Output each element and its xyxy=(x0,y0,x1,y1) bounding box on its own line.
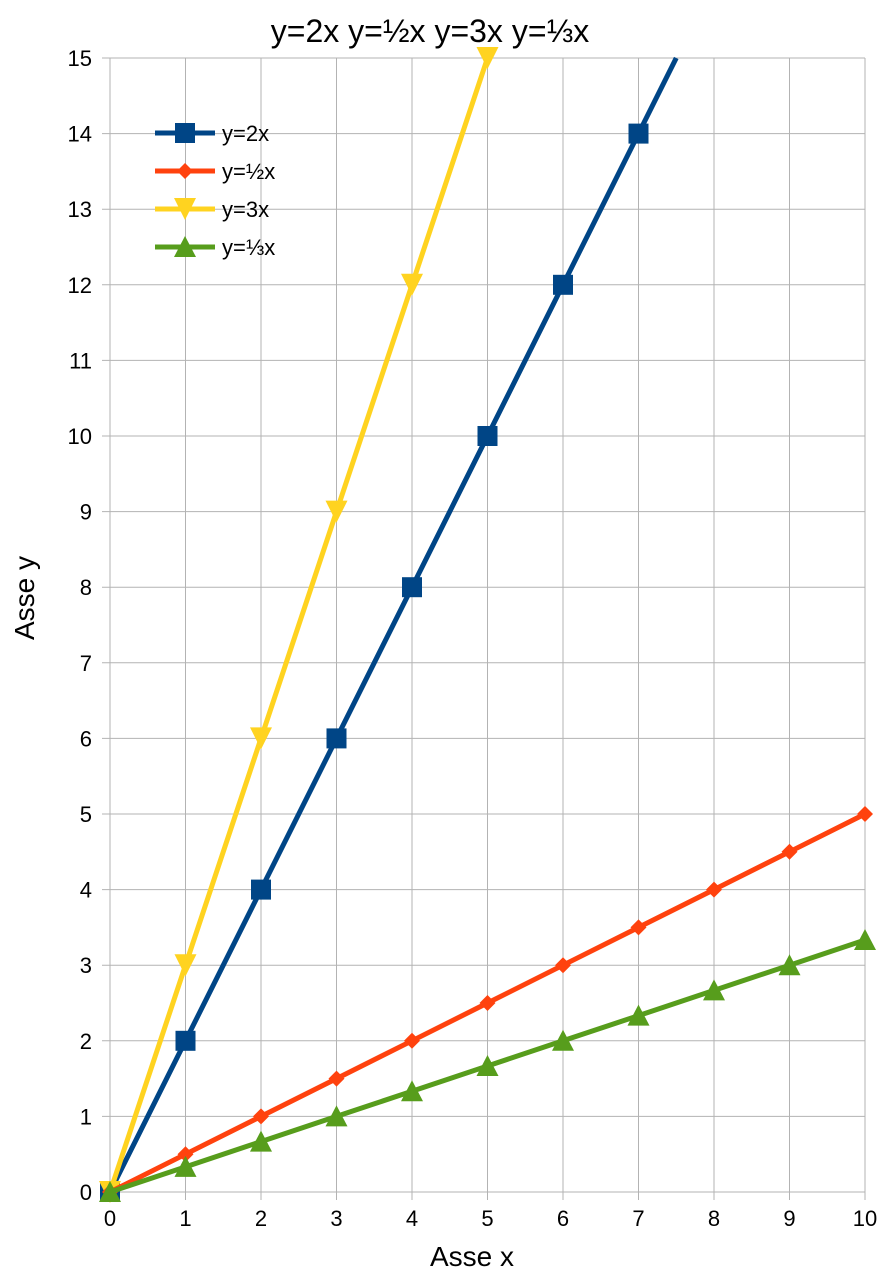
data-point xyxy=(326,728,347,749)
y-tick-label: 0 xyxy=(80,1180,92,1205)
data-point xyxy=(253,1108,269,1125)
x-tick-label: 1 xyxy=(179,1206,191,1231)
series-line xyxy=(107,56,679,1194)
data-point xyxy=(251,879,271,900)
legend-marker xyxy=(174,236,196,257)
legend: y=2x y=½x y=3x y=⅓x xyxy=(155,121,275,260)
data-point xyxy=(552,1029,574,1051)
x-tick-label: 2 xyxy=(255,1206,267,1231)
data-point xyxy=(250,1130,272,1152)
x-tick-label: 4 xyxy=(406,1206,418,1231)
data-point xyxy=(555,957,571,974)
y-axis-title: Asse y xyxy=(9,556,40,640)
data-point xyxy=(328,1070,345,1087)
data-point xyxy=(778,954,801,976)
legend-label: y=½x xyxy=(222,159,275,184)
data-point xyxy=(174,954,197,977)
y-tick-label: 12 xyxy=(68,273,92,298)
data-point xyxy=(703,979,725,1001)
legend-marker xyxy=(175,123,195,143)
data-point xyxy=(479,995,496,1011)
data-point xyxy=(175,1030,196,1051)
data-point xyxy=(99,1181,121,1202)
y-tick-label: 15 xyxy=(68,46,92,71)
data-point xyxy=(628,123,649,144)
x-tick-label: 5 xyxy=(481,1206,493,1231)
data-point xyxy=(706,881,722,898)
legend-item: y=2x xyxy=(155,121,269,146)
data-point xyxy=(857,806,873,822)
x-tick-label: 6 xyxy=(557,1206,569,1231)
data-point xyxy=(401,1080,423,1102)
x-tick-label: 10 xyxy=(853,1206,877,1231)
y-tick-label: 5 xyxy=(80,802,92,827)
y-tick-label: 9 xyxy=(80,500,92,525)
y-tick-label: 13 xyxy=(68,197,92,222)
series-line xyxy=(107,57,490,1193)
series-4 xyxy=(99,929,876,1202)
data-point xyxy=(401,273,423,296)
y-tick-label: 3 xyxy=(80,953,92,978)
x-tick-label: 7 xyxy=(632,1206,644,1231)
data-point xyxy=(404,1032,420,1049)
y-tick-label: 11 xyxy=(69,348,92,373)
y-tick-label: 8 xyxy=(80,575,92,600)
y-tick-label: 4 xyxy=(80,878,92,903)
plot-area xyxy=(99,47,876,1203)
legend-label: y=2x xyxy=(222,121,269,146)
y-tick-label: 7 xyxy=(80,651,92,676)
data-point xyxy=(177,1146,194,1163)
data-point xyxy=(627,1004,650,1026)
legend-item: y=3x xyxy=(155,197,269,222)
y-tick-label: 1 xyxy=(80,1104,92,1129)
legend-label: y=3x xyxy=(222,197,269,222)
y-tick-label: 2 xyxy=(80,1029,92,1054)
data-point xyxy=(477,426,498,446)
legend-marker xyxy=(177,163,193,179)
legend-marker xyxy=(174,198,196,220)
y-tick-label: 14 xyxy=(68,122,92,147)
data-point xyxy=(325,1105,348,1127)
data-point xyxy=(250,727,272,750)
x-axis-title: Asse x xyxy=(430,1241,514,1272)
chart-title: y=2x y=½x y=3x y=⅓x xyxy=(271,13,589,49)
x-tick-label: 3 xyxy=(330,1206,342,1231)
legend-item: y=⅓x xyxy=(155,235,275,260)
x-tick-label: 8 xyxy=(708,1206,720,1231)
series-3 xyxy=(99,47,499,1203)
legend-label: y=⅓x xyxy=(222,235,275,260)
grid xyxy=(102,57,866,1200)
y-tick-label: 6 xyxy=(80,726,92,751)
data-point xyxy=(325,500,348,523)
data-point xyxy=(781,843,798,860)
y-tick-label: 10 xyxy=(68,424,92,449)
data-point xyxy=(402,577,422,598)
x-tick-label: 9 xyxy=(783,1206,795,1231)
data-point xyxy=(630,919,647,936)
data-point xyxy=(553,274,573,295)
data-point xyxy=(476,1054,499,1076)
data-point xyxy=(476,47,499,69)
data-point xyxy=(174,1155,197,1177)
data-point xyxy=(854,929,876,951)
legend-item: y=½x xyxy=(155,159,275,184)
x-tick-label: 0 xyxy=(104,1206,116,1231)
